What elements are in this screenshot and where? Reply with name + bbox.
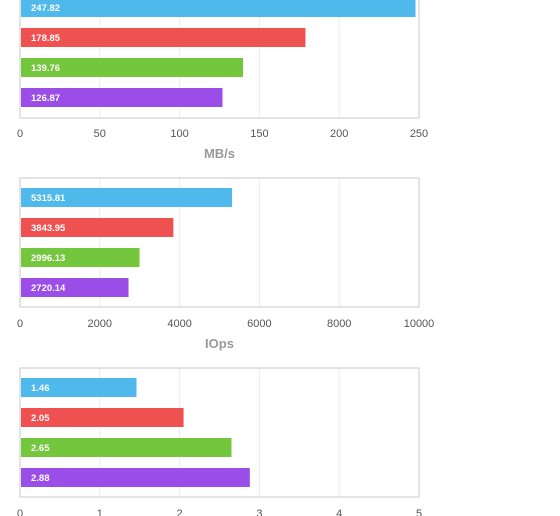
bar bbox=[21, 278, 129, 297]
bar-value-label: 247.82 bbox=[31, 3, 60, 14]
x-tick-label: 6000 bbox=[247, 318, 271, 330]
bar bbox=[21, 218, 174, 237]
x-tick-label: 4000 bbox=[167, 318, 191, 330]
bar bbox=[21, 188, 233, 207]
bar bbox=[21, 28, 306, 47]
bar-value-label: 139.76 bbox=[31, 63, 60, 74]
bar-value-label: 1.46 bbox=[31, 383, 50, 394]
bar-value-label: 5315.81 bbox=[31, 193, 66, 204]
x-tick-label: 0 bbox=[17, 508, 23, 516]
plot-frame bbox=[19, 367, 420, 498]
bar-value-label: 178.85 bbox=[31, 33, 61, 44]
x-tick-label: 3 bbox=[256, 508, 262, 516]
chart-3: 1.46 2.05 2.65 2.88 0 1 2 3 4 5 bbox=[17, 367, 422, 516]
x-tick-label: 200 bbox=[330, 128, 348, 140]
x-tick-label: 150 bbox=[250, 128, 268, 140]
x-axis-title: MB/s bbox=[204, 146, 235, 161]
x-tick-label: 4 bbox=[336, 508, 342, 516]
x-tick-label: 2000 bbox=[88, 318, 112, 330]
bar bbox=[21, 438, 232, 457]
x-tick-label: 0 bbox=[17, 318, 23, 330]
plot-frame bbox=[19, 0, 420, 119]
bar bbox=[21, 248, 140, 267]
bar-value-label: 126.87 bbox=[31, 93, 60, 104]
x-tick-label: 8000 bbox=[327, 318, 351, 330]
chart-1: 247.82 178.85 139.76 126.87 0 50 100 150 200 250 M… bbox=[17, 0, 428, 161]
chart-2: 5315.81 3843.95 2996.13 2720.14 0 2000 4000 600… bbox=[17, 177, 435, 351]
x-tick-label: 100 bbox=[170, 128, 188, 140]
x-tick-label: 1 bbox=[97, 508, 103, 516]
bar bbox=[21, 0, 416, 17]
bar-value-label: 2.65 bbox=[31, 443, 50, 454]
bar bbox=[21, 88, 223, 107]
bar-value-label: 2720.14 bbox=[31, 283, 66, 294]
x-axis-title: IOps bbox=[205, 336, 234, 351]
x-tick-label: 0 bbox=[17, 128, 23, 140]
plot-frame bbox=[19, 177, 420, 308]
x-tick-label: 5 bbox=[416, 508, 422, 516]
bar-value-label: 2.88 bbox=[31, 473, 50, 484]
x-tick-label: 10000 bbox=[404, 318, 435, 330]
bar bbox=[21, 58, 244, 77]
bar-value-label: 3843.95 bbox=[31, 223, 66, 234]
bar bbox=[21, 378, 137, 397]
x-tick-label: 2 bbox=[177, 508, 183, 516]
bar-value-label: 2996.13 bbox=[31, 253, 65, 264]
bar bbox=[21, 468, 250, 487]
x-tick-label: 250 bbox=[410, 128, 428, 140]
bar-value-label: 2.05 bbox=[31, 413, 50, 424]
bar bbox=[21, 408, 184, 427]
x-tick-label: 50 bbox=[94, 128, 106, 140]
